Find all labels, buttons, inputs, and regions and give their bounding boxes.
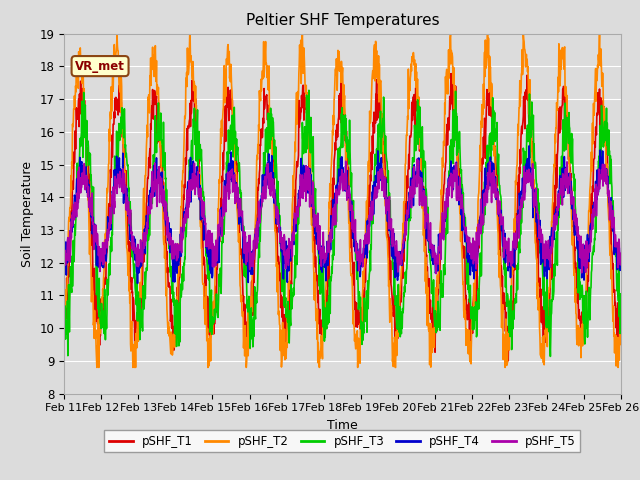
Legend: pSHF_T1, pSHF_T2, pSHF_T3, pSHF_T4, pSHF_T5: pSHF_T1, pSHF_T2, pSHF_T3, pSHF_T4, pSHF… (104, 430, 580, 453)
Title: Peltier SHF Temperatures: Peltier SHF Temperatures (246, 13, 439, 28)
Y-axis label: Soil Temperature: Soil Temperature (20, 161, 34, 266)
Text: VR_met: VR_met (75, 60, 125, 72)
X-axis label: Time: Time (327, 419, 358, 432)
